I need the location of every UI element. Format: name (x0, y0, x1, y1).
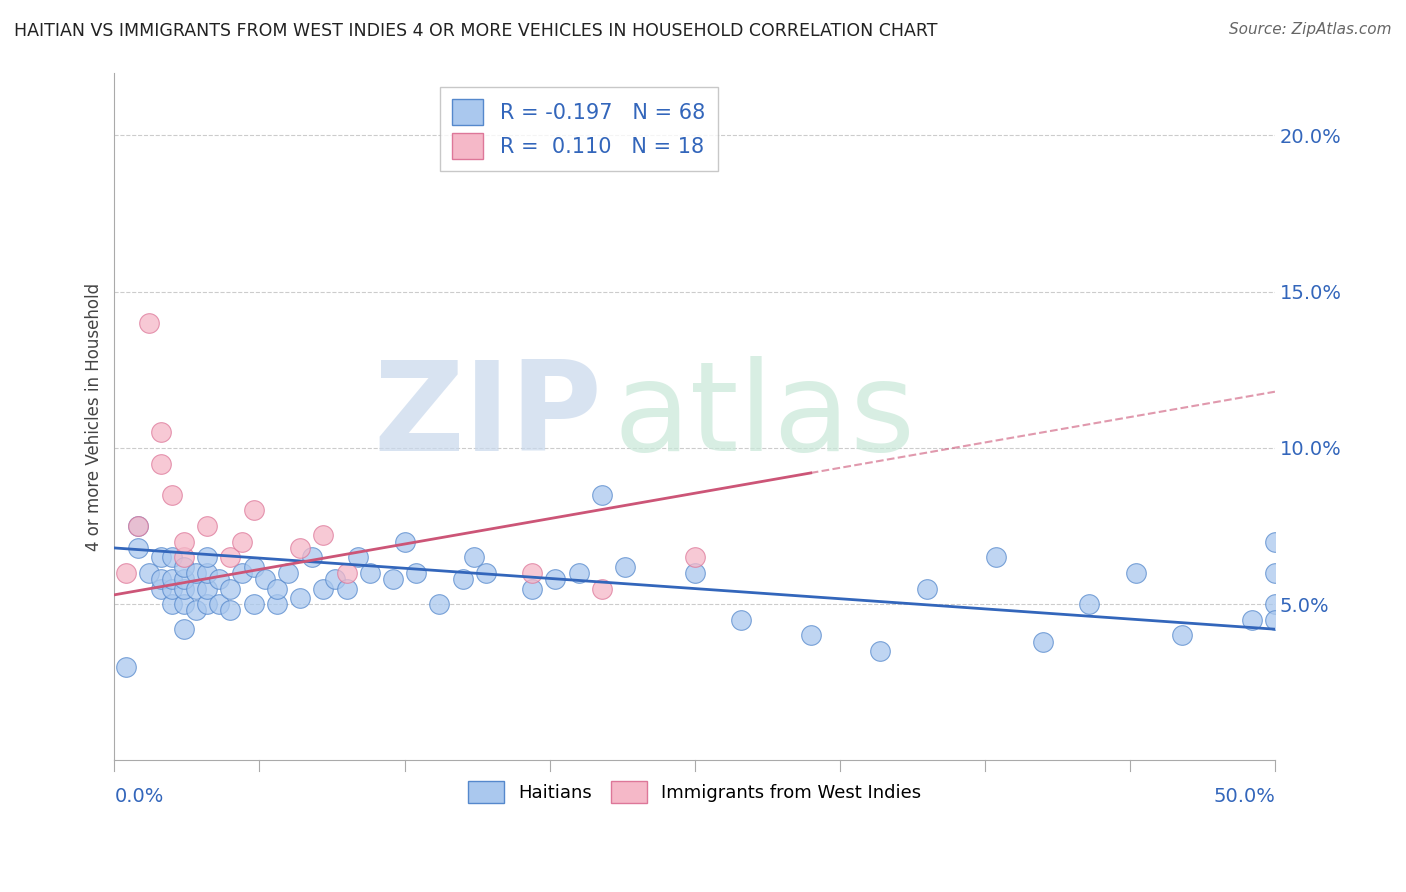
Point (1264, 597, 1286, 611)
Point (149, 572, 172, 586)
Point (173, 582, 195, 596)
Point (1125, 566, 1147, 580)
Point (162, 582, 184, 596)
Point (173, 534, 195, 549)
Point (451, 572, 474, 586)
Text: 50.0%: 50.0% (1213, 787, 1275, 805)
Point (184, 566, 207, 580)
Point (915, 582, 938, 596)
Point (231, 566, 253, 580)
Point (288, 591, 311, 605)
Point (312, 528, 335, 542)
Point (208, 597, 231, 611)
Point (591, 488, 613, 502)
Point (522, 566, 544, 580)
Point (475, 566, 498, 580)
Point (335, 566, 357, 580)
Text: Source: ZipAtlas.com: Source: ZipAtlas.com (1229, 22, 1392, 37)
Text: ZIP: ZIP (373, 356, 602, 477)
Point (195, 582, 218, 596)
Point (195, 566, 218, 580)
Point (173, 597, 195, 611)
Point (347, 550, 370, 565)
Point (127, 519, 149, 533)
Point (614, 559, 637, 574)
Point (522, 582, 544, 596)
Point (1264, 613, 1286, 627)
Point (219, 582, 242, 596)
Point (127, 541, 149, 555)
Point (162, 488, 184, 502)
Point (591, 582, 613, 596)
Point (254, 572, 277, 586)
Point (301, 550, 323, 565)
Y-axis label: 4 or more Vehicles in Household: 4 or more Vehicles in Household (86, 283, 103, 550)
Text: HAITIAN VS IMMIGRANTS FROM WEST INDIES 4 OR MORE VEHICLES IN HOUSEHOLD CORRELATI: HAITIAN VS IMMIGRANTS FROM WEST INDIES 4… (14, 22, 938, 40)
Point (138, 566, 160, 580)
Point (138, 316, 160, 330)
Point (463, 550, 485, 565)
Point (381, 572, 404, 586)
Point (115, 659, 138, 673)
Point (242, 597, 264, 611)
Point (149, 425, 172, 440)
Point (683, 566, 706, 580)
Point (1264, 566, 1286, 580)
Point (219, 550, 242, 565)
Point (312, 582, 335, 596)
Point (394, 534, 416, 549)
Point (242, 559, 264, 574)
Text: atlas: atlas (613, 356, 915, 477)
Point (149, 457, 172, 471)
Point (162, 597, 184, 611)
Point (149, 550, 172, 565)
Point (800, 628, 823, 642)
Point (544, 572, 567, 586)
Point (115, 566, 138, 580)
Point (427, 597, 450, 611)
Point (1078, 597, 1101, 611)
Point (173, 622, 195, 636)
Point (1032, 634, 1054, 648)
Point (683, 550, 706, 565)
Point (266, 597, 288, 611)
Point (208, 572, 231, 586)
Point (195, 597, 218, 611)
Point (162, 550, 184, 565)
Point (195, 550, 218, 565)
Point (231, 534, 253, 549)
Point (173, 550, 195, 565)
Point (359, 566, 381, 580)
Point (1240, 613, 1263, 627)
Point (162, 572, 184, 586)
Point (149, 582, 172, 596)
Point (195, 519, 218, 533)
Point (869, 644, 891, 658)
Point (323, 572, 346, 586)
Legend: R = -0.197   N = 68, R =  0.110   N = 18: R = -0.197 N = 68, R = 0.110 N = 18 (440, 87, 717, 171)
Point (405, 566, 427, 580)
Point (1171, 628, 1194, 642)
Point (173, 572, 195, 586)
Point (568, 566, 591, 580)
Point (184, 582, 207, 596)
Point (986, 550, 1008, 565)
Point (242, 503, 264, 517)
Point (335, 582, 357, 596)
Point (730, 613, 752, 627)
Point (184, 603, 207, 617)
Point (266, 582, 288, 596)
Point (173, 559, 195, 574)
Point (277, 566, 299, 580)
Point (127, 519, 149, 533)
Point (288, 541, 311, 555)
Point (1264, 534, 1286, 549)
Point (219, 603, 242, 617)
Text: 0.0%: 0.0% (114, 787, 163, 805)
